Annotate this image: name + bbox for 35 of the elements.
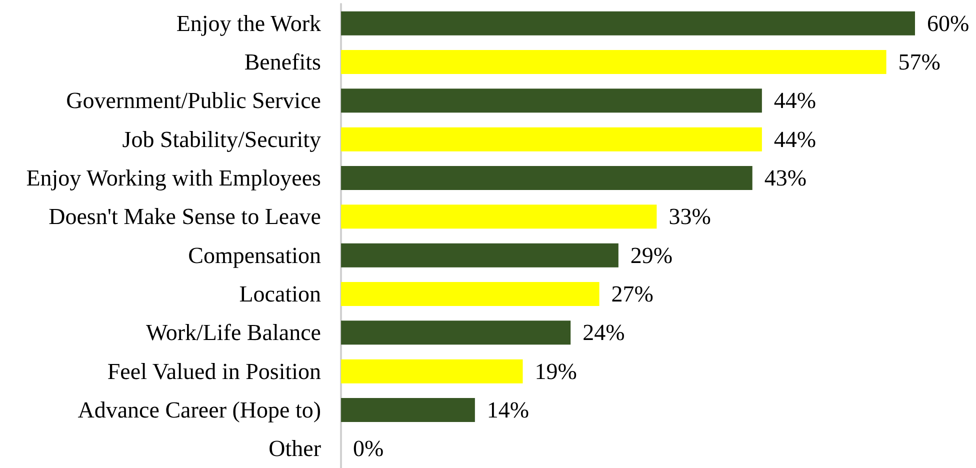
bar bbox=[341, 50, 886, 74]
bar bbox=[341, 88, 762, 113]
bar bbox=[341, 398, 475, 422]
y-tick-label: Doesn't Make Sense to Leave bbox=[48, 204, 321, 230]
y-tick-label: Benefits bbox=[244, 50, 322, 74]
bar bbox=[341, 320, 571, 345]
bar bbox=[341, 359, 523, 384]
y-tick-label: Enjoy Working with Employees bbox=[26, 166, 322, 190]
y-tick-label: Compensation bbox=[188, 242, 322, 268]
data-label: 44% bbox=[774, 88, 816, 114]
data-label: 44% bbox=[774, 126, 816, 152]
data-label: 29% bbox=[630, 242, 673, 268]
data-label: 57% bbox=[898, 50, 940, 74]
y-tick-label: Feel Valued in Position bbox=[107, 358, 322, 384]
y-tick-label: Enjoy the Work bbox=[176, 10, 322, 36]
data-label: 33% bbox=[668, 204, 711, 230]
bar bbox=[341, 243, 618, 268]
data-label: 0% bbox=[353, 436, 384, 462]
data-label: 19% bbox=[534, 358, 577, 384]
bar bbox=[341, 11, 915, 36]
y-tick-label: Other bbox=[268, 436, 322, 462]
data-label: 27% bbox=[611, 282, 654, 306]
y-tick-label: Government/Public Service bbox=[66, 88, 321, 114]
data-label: 60% bbox=[927, 10, 970, 36]
y-tick-label: Work/Life Balance bbox=[146, 320, 321, 346]
bar bbox=[341, 282, 600, 306]
y-tick-label: Location bbox=[239, 282, 322, 306]
data-label: 14% bbox=[486, 398, 530, 422]
data-label: 43% bbox=[764, 166, 807, 190]
bar bbox=[341, 166, 752, 190]
y-tick-label: Advance Career (Hope to) bbox=[78, 398, 321, 422]
y-tick-label: Job Stability/Security bbox=[122, 126, 322, 152]
bar bbox=[341, 204, 657, 229]
data-label: 24% bbox=[582, 320, 625, 346]
bar bbox=[341, 127, 762, 152]
